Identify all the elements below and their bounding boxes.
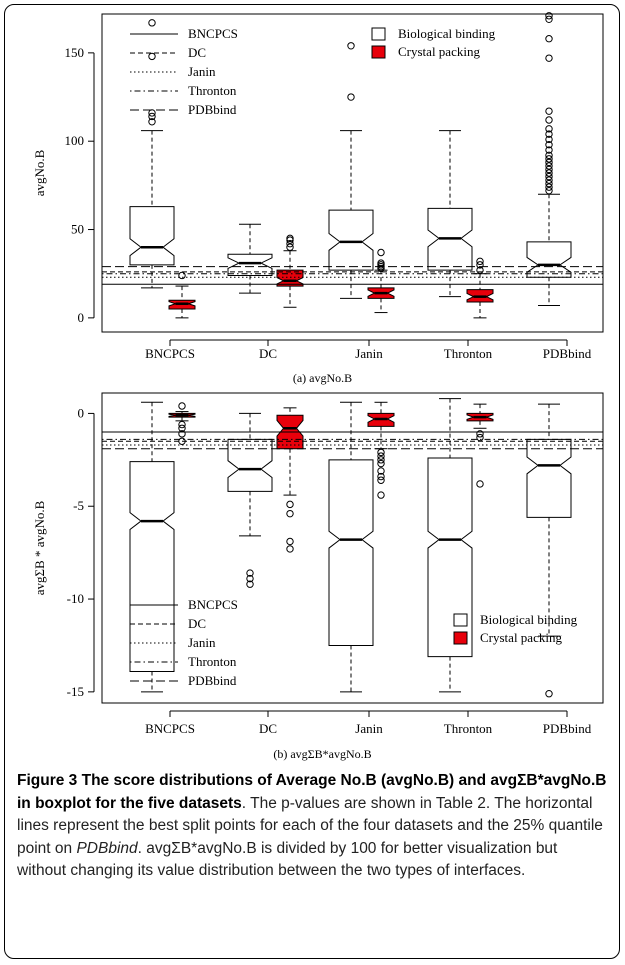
legend-label: Janin (188, 64, 216, 79)
outlier-point (179, 403, 185, 409)
outlier-point (348, 43, 354, 49)
y-tick-label: -5 (73, 498, 84, 513)
outlier-point (546, 55, 552, 61)
box-body (228, 439, 272, 491)
y-tick-label: 0 (78, 405, 85, 420)
legend-label: Thronton (188, 654, 237, 669)
y-axis-label: avgΣB * avgNo.B (32, 500, 47, 595)
y-tick-label: 0 (78, 310, 85, 325)
box-crystal-bncpcs (169, 272, 195, 318)
box-biological-janin (329, 43, 373, 299)
y-tick-label: 150 (65, 45, 85, 60)
y-axis-label: avgNo.B (32, 149, 47, 196)
box-body (428, 458, 472, 657)
figure-caption: Figure 3 The score distributions of Aver… (17, 770, 609, 883)
outlier-point (179, 421, 185, 427)
box-biological-janin (329, 402, 373, 692)
outlier-point (287, 538, 293, 544)
x-tick-label: Thronton (444, 346, 493, 361)
box-crystal-bncpcs (169, 403, 195, 445)
legend-swatch (454, 614, 467, 626)
x-tick-label: Janin (355, 721, 383, 736)
outlier-point (378, 453, 384, 459)
legend-label: DC (188, 616, 206, 631)
outlier-point (149, 53, 155, 59)
legend-swatch (372, 28, 385, 40)
legend-label: Thronton (188, 83, 237, 98)
x-tick-label: PDBbind (543, 346, 592, 361)
legend-label: Janin (188, 635, 216, 650)
x-tick-label: PDBbind (543, 721, 592, 736)
x-tick-label: BNCPCS (145, 721, 195, 736)
outlier-point (546, 691, 552, 697)
outlier-point (378, 460, 384, 466)
box-body (329, 210, 373, 270)
legend-label: BNCPCS (188, 597, 238, 612)
outlier-point (546, 108, 552, 114)
x-tick-label: DC (259, 346, 277, 361)
outlier-point (378, 492, 384, 498)
box-biological-pdbbind (527, 404, 571, 697)
chart-avgSigmaB-avgNoB: 0 -5 -10 -15 avgΣB * avgNo.B BNCPCS DC Janin Thr… (0, 383, 625, 768)
box-biological-bncpcs (130, 402, 174, 692)
box-biological-dc (228, 224, 272, 293)
y-tick-label: 50 (71, 222, 84, 237)
outlier-point (378, 457, 384, 463)
legend-label: Crystal packing (480, 630, 562, 645)
legend-label: PDBbind (188, 102, 237, 117)
legend-swatch (372, 46, 385, 58)
caption-italic-1: PDBbind (76, 840, 137, 857)
box-body (329, 460, 373, 646)
legend-label: BNCPCS (188, 26, 238, 41)
outlier-point (287, 510, 293, 516)
box-body (130, 462, 174, 672)
sub-caption: (b) avgΣB*avgNo.B (273, 747, 371, 761)
box-biological-bncpcs (130, 20, 174, 288)
outlier-point (546, 117, 552, 123)
box-body (527, 242, 571, 277)
outlier-point (546, 36, 552, 42)
box-crystal-dc (277, 408, 303, 552)
legend-label: Biological binding (398, 26, 496, 41)
y-tick-label: -15 (67, 684, 84, 699)
x-tick-label: Thronton (444, 721, 493, 736)
box-biological-pdbbind (527, 13, 571, 306)
box-body (527, 439, 571, 517)
outlier-point (378, 249, 384, 255)
box-body (130, 207, 174, 265)
outlier-point (378, 477, 384, 483)
legend-label: Crystal packing (398, 44, 480, 59)
outlier-point (348, 94, 354, 100)
x-tick-label: Janin (355, 346, 383, 361)
box-biological-thronton (428, 399, 472, 692)
outlier-point (287, 501, 293, 507)
legend-label: DC (188, 45, 206, 60)
outlier-point (477, 481, 483, 487)
outlier-point (287, 546, 293, 552)
legend-label: PDBbind (188, 673, 237, 688)
outlier-point (378, 449, 384, 455)
chart-avgNoB: 0 50 100 150 avgNo.B BNCPCS DC Janin Thronton PDB… (0, 0, 625, 385)
box-crystal-dc (277, 235, 303, 307)
y-tick-label: -10 (67, 591, 84, 606)
x-tick-label: BNCPCS (145, 346, 195, 361)
outlier-point (149, 20, 155, 26)
box-body (277, 270, 303, 286)
x-tick-label: DC (259, 721, 277, 736)
y-tick-label: 100 (65, 133, 85, 148)
legend-label: Biological binding (480, 612, 578, 627)
legend-swatch (454, 632, 467, 644)
